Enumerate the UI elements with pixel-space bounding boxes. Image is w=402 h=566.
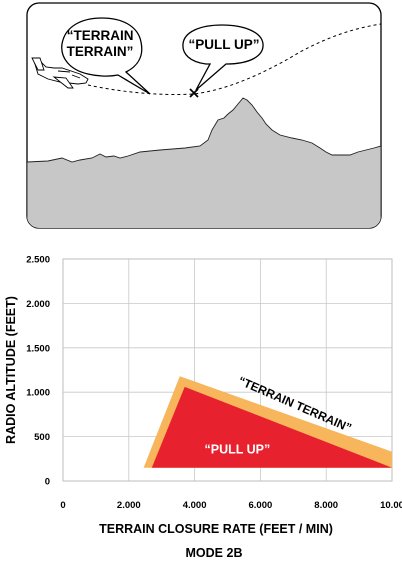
y-tick-label: 1.000 <box>26 388 50 399</box>
pull-up-label: “PULL UP” <box>204 442 270 456</box>
aircraft-icon <box>31 57 89 89</box>
x-tick-label: 0 <box>60 500 65 511</box>
x-tick-label: 2.000 <box>117 500 141 511</box>
y-tick-label: 1.500 <box>26 343 50 354</box>
y-tick-label: 2.500 <box>26 255 50 266</box>
y-axis-label: RADIO ALTITUDE (FEET) <box>4 296 18 444</box>
x-tick-labels: 0 2.000 4.000 6.000 8.000 10.00 <box>60 500 402 511</box>
flight-path <box>87 23 382 96</box>
terrain-callout-line-2: TERRAIN” <box>67 44 134 59</box>
terrain-callout-line-1: “TERRAIN <box>67 28 134 43</box>
alert-envelopes <box>143 376 392 468</box>
x-axis-label: TERRAIN CLOSURE RATE (FEET / MIN) <box>99 522 333 536</box>
x-tick-label: 6.000 <box>249 500 273 511</box>
y-tick-label: 2.000 <box>26 299 50 310</box>
pull-up-callout: “PULL UP” <box>182 24 264 91</box>
pull-up-point-marker <box>189 88 199 98</box>
pull-up-envelope <box>151 386 392 468</box>
pull-up-callout-text: “PULL UP” <box>188 37 259 52</box>
mode-2b-chart: 0 2.000 4.000 6.000 8.000 10.00 0 500 1.000 1.50… <box>4 255 402 561</box>
terrain-profile <box>27 97 381 228</box>
y-tick-label: 500 <box>34 432 50 443</box>
x-tick-label: 8.000 <box>314 500 338 511</box>
y-tick-label: 0 <box>45 477 50 488</box>
svg-text:“TERRAIN TERRAIN”: “TERRAIN TERRAIN” <box>67 28 138 59</box>
x-tick-label: 10.00 <box>380 500 402 511</box>
x-tick-label: 4.000 <box>183 500 207 511</box>
chart-caption: MODE 2B <box>186 546 243 560</box>
y-tick-labels: 0 500 1.000 1.500 2.000 2.500 <box>26 255 50 488</box>
illustration-panel: “TERRAIN TERRAIN” “PULL UP” <box>26 2 382 229</box>
terrain-terrain-callout: “TERRAIN TERRAIN” <box>61 17 151 95</box>
